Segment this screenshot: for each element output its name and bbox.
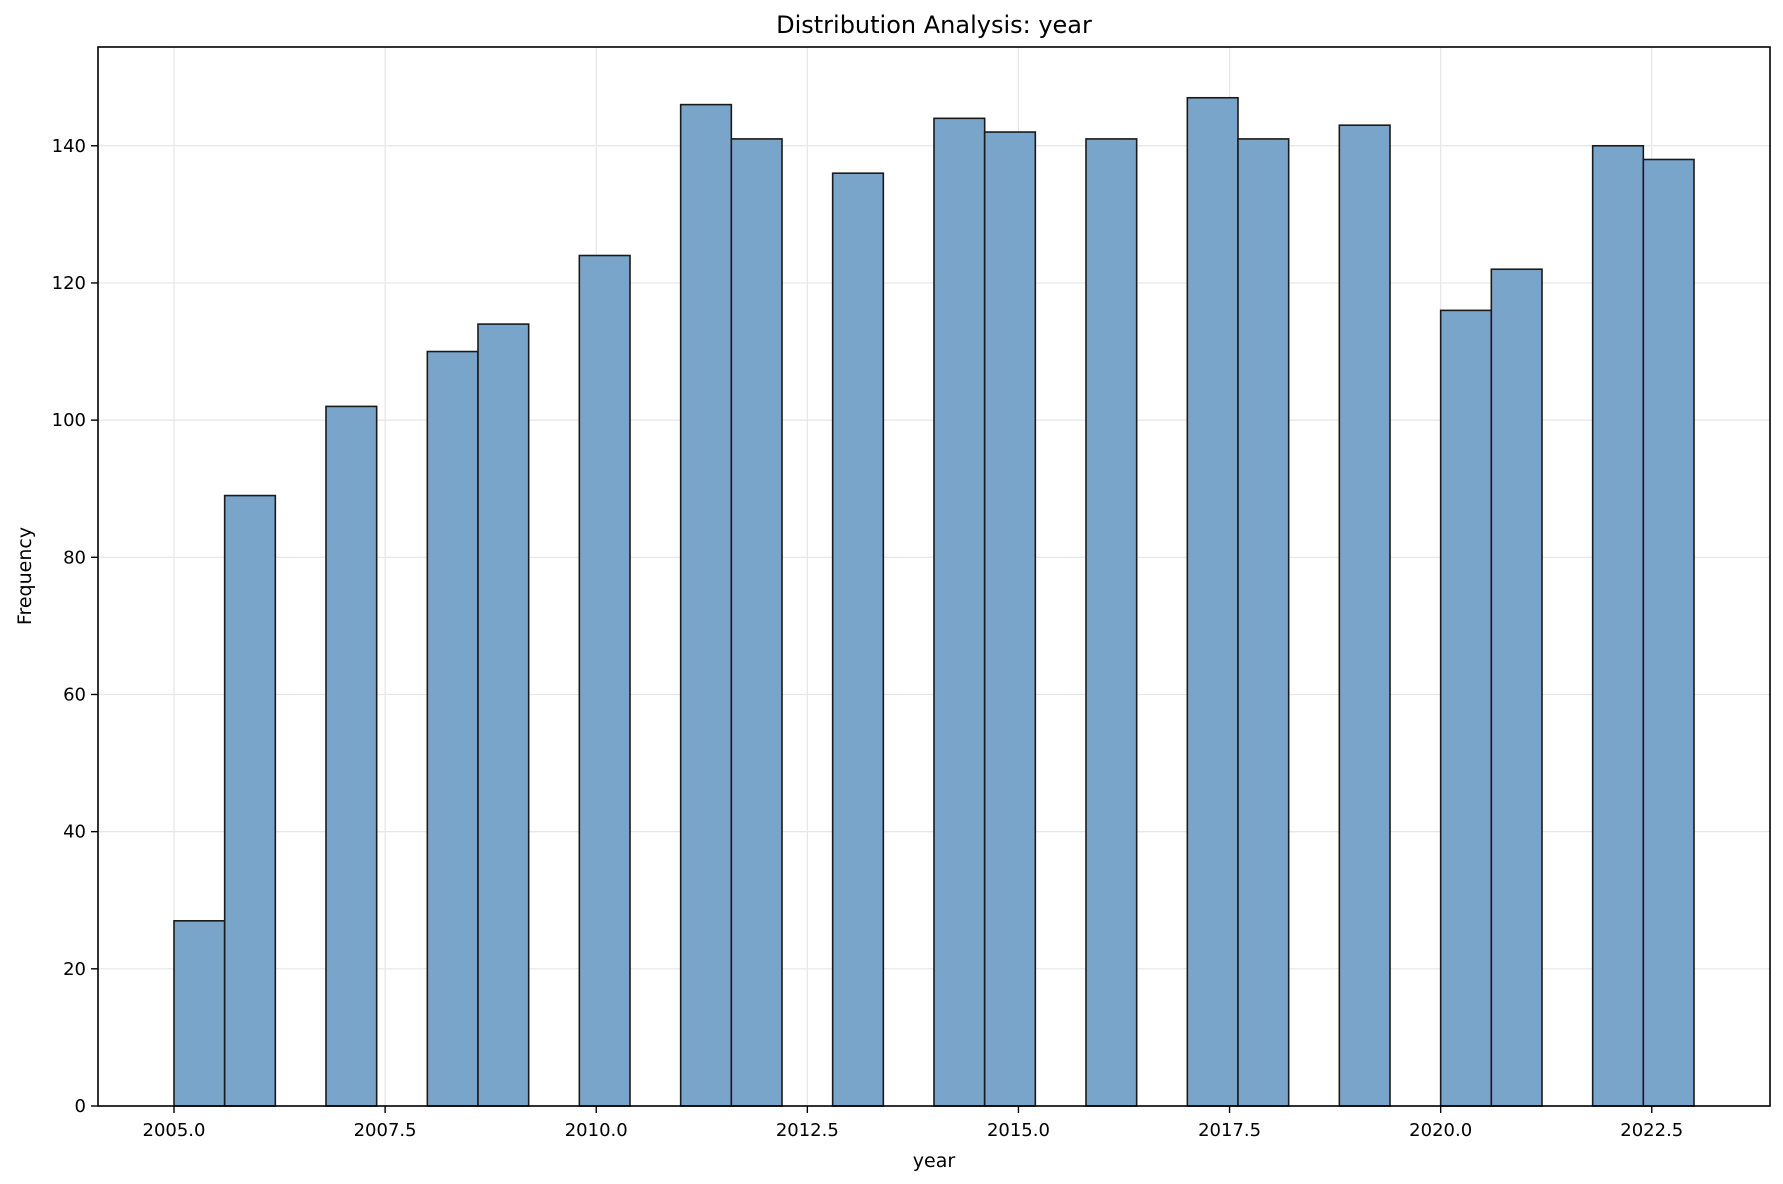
histogram-bar <box>1490 268 1543 1107</box>
histogram-bar <box>679 103 733 1107</box>
y-tick-label: 120 <box>52 273 86 294</box>
histogram-bar <box>426 350 479 1107</box>
plot-frame <box>97 46 1771 1107</box>
x-tick-label: 2020.0 <box>1409 1120 1472 1141</box>
x-tick-label: 2005.0 <box>143 1120 206 1141</box>
y-tick-label: 20 <box>63 959 86 980</box>
x-tick-label: 2017.5 <box>1198 1120 1261 1141</box>
histogram-bar <box>325 405 378 1107</box>
histogram-bar <box>223 494 277 1107</box>
y-tick-label: 100 <box>52 410 86 431</box>
histogram-bar <box>933 117 986 1107</box>
histogram-bar <box>173 920 226 1107</box>
histogram-bar <box>578 254 631 1107</box>
histogram-bar <box>477 323 530 1107</box>
histogram-bar <box>1591 144 1645 1107</box>
y-tick-label: 40 <box>63 822 86 843</box>
x-tick-label: 2022.5 <box>1620 1120 1683 1141</box>
histogram-bar <box>1237 138 1290 1107</box>
y-tick-label: 140 <box>52 136 86 157</box>
x-tick-label: 2012.5 <box>776 1120 839 1141</box>
histogram-bar <box>1338 124 1391 1107</box>
histogram-bar <box>1439 309 1493 1107</box>
histogram-bar <box>831 172 885 1107</box>
histogram-bar <box>1642 158 1695 1107</box>
y-axis-ticks: 0 20 40 60 80 100 120 140 <box>52 136 98 1117</box>
histogram-bar <box>1085 138 1138 1107</box>
x-tick-label: 2007.5 <box>354 1120 417 1141</box>
y-axis-label: Frequency <box>14 527 36 625</box>
histogram-bar <box>730 138 783 1107</box>
x-axis-label: year <box>913 1150 956 1172</box>
x-tick-label: 2010.0 <box>565 1120 628 1141</box>
y-tick-label: 60 <box>63 684 86 705</box>
y-tick-label: 0 <box>75 1096 86 1117</box>
x-tick-label: 2015.0 <box>987 1120 1050 1141</box>
chart-title: Distribution Analysis: year <box>776 11 1092 39</box>
histogram-bar <box>1186 96 1239 1107</box>
x-axis-ticks: 2005.0 2007.5 2010.0 2012.5 2015.0 2017.5 2020… <box>143 1106 1683 1141</box>
y-tick-label: 80 <box>63 547 86 568</box>
histogram-bars <box>173 96 1695 1107</box>
histogram-bar <box>983 131 1037 1107</box>
